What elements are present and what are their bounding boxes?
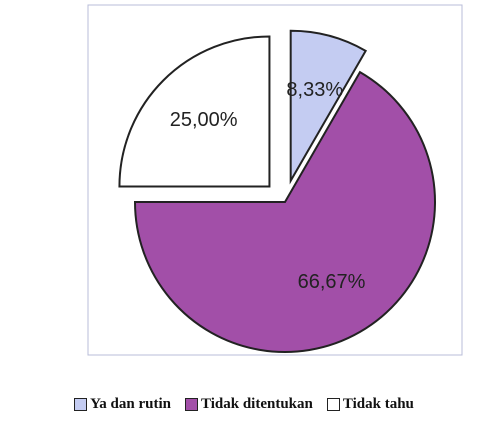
legend-item: Tidak ditentukan <box>184 396 313 413</box>
legend: Ya dan rutin Tidak ditentukan Tidak tahu <box>0 396 488 413</box>
legend-label: Ya dan rutin <box>90 396 171 412</box>
pie-slice <box>289 29 368 185</box>
data-label: 25,00% <box>170 109 238 131</box>
plot-border <box>87 4 463 356</box>
legend-item: Ya dan rutin <box>74 396 171 413</box>
pie-slice <box>133 70 436 353</box>
data-label: 8,33% <box>286 79 343 101</box>
legend-label: Tidak tahu <box>342 396 414 412</box>
legend-label: Tidak ditentukan <box>200 396 313 412</box>
legend-item: Tidak tahu <box>326 396 414 413</box>
legend-swatch <box>326 398 340 411</box>
legend-swatch <box>184 398 198 411</box>
pie-slice <box>118 35 271 188</box>
data-label: 66,67% <box>298 271 366 293</box>
chart: 8,33% 66,67% 25,00% <box>87 4 463 356</box>
legend-swatch <box>74 398 88 411</box>
